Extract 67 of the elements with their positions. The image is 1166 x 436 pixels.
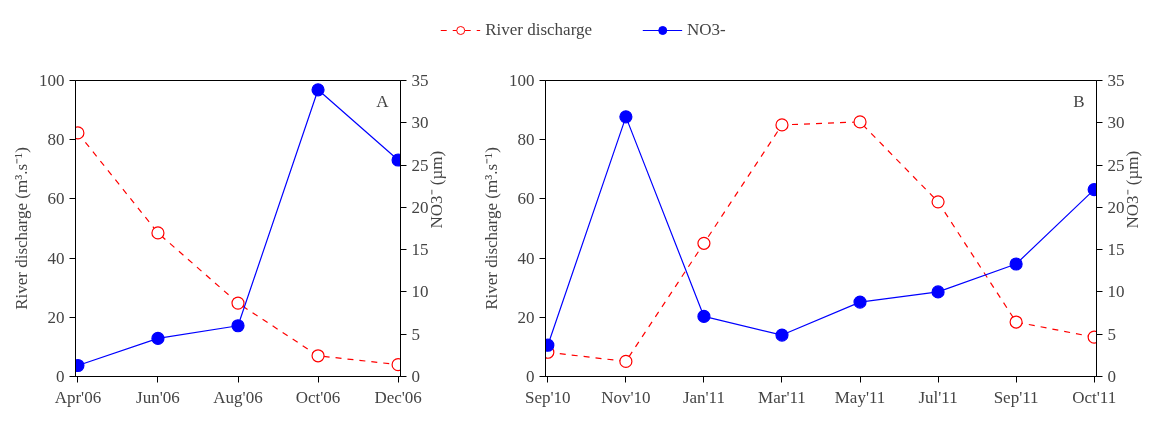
legend-label: NO3- [687, 20, 726, 40]
y2-tick-label: 30 [411, 113, 429, 133]
x-tick-label: Mar'11 [758, 387, 806, 407]
point [231, 296, 245, 310]
point [931, 195, 945, 209]
y-tick-label: 60 [47, 189, 65, 209]
y-tick-label: 40 [517, 248, 535, 268]
x-tick-label: Jun'06 [136, 387, 180, 407]
y-tick-label: 40 [47, 248, 65, 268]
x-tick-label: Aug'06 [213, 387, 263, 407]
y2-tick-label: 5 [411, 324, 420, 344]
point [1009, 315, 1023, 329]
x-tick-label: Dec'06 [374, 387, 422, 407]
y2-tick-label: 25 [411, 155, 429, 175]
y2-tick-label: 10 [411, 282, 429, 302]
point [231, 319, 245, 333]
y-tick-label: 20 [47, 307, 65, 327]
y-tick-label: 80 [47, 130, 65, 150]
x-tick-label: May'11 [834, 387, 886, 407]
x-tick-label: Nov'10 [601, 387, 651, 407]
y2-tick-label: 15 [411, 240, 429, 260]
y2-tick-label: 35 [1107, 71, 1125, 90]
point [853, 115, 867, 129]
legend-label: River discharge [485, 20, 593, 40]
point [151, 226, 165, 240]
y-tick-label: 100 [509, 71, 535, 90]
y-axis-title: River discharge (m³.s⁻¹) [482, 147, 501, 310]
point [1009, 257, 1023, 271]
point [931, 285, 945, 299]
point [151, 331, 165, 346]
point [697, 309, 711, 324]
annotation: B [1073, 91, 1085, 111]
y2-tick-label: 0 [411, 367, 420, 386]
y2-tick-label: 10 [1107, 282, 1125, 302]
y2-tick-label: 0 [1107, 367, 1116, 386]
annotation: A [376, 91, 390, 111]
y2-tick-label: 20 [411, 197, 429, 217]
x-tick-label: Oct'11 [1072, 387, 1117, 407]
y-tick-label: 20 [517, 307, 535, 327]
y-tick-label: 0 [56, 367, 65, 386]
y-tick-label: 60 [517, 189, 535, 209]
y-axis-title: River discharge (m³.s⁻¹) [12, 147, 31, 310]
x-tick-label: Apr'06 [54, 387, 102, 407]
point [619, 110, 633, 124]
y2-tick-label: 5 [1107, 324, 1116, 344]
y-tick-label: 0 [526, 367, 535, 386]
y2-tick-label: 15 [1107, 240, 1125, 260]
point [853, 295, 867, 309]
y2-tick-label: 20 [1107, 197, 1125, 217]
y2-axis-title: NO3⁻ (µm) [427, 150, 446, 229]
y2-tick-label: 25 [1107, 155, 1125, 175]
y2-tick-label: 35 [411, 71, 429, 90]
x-tick-label: Sep'10 [525, 387, 571, 407]
x-tick-label: Sep'11 [993, 387, 1039, 407]
point [311, 83, 325, 97]
y-tick-label: 80 [517, 130, 535, 150]
x-tick-label: Oct'06 [295, 387, 341, 407]
y2-axis-title: NO3⁻ (µm) [1123, 150, 1142, 229]
point [697, 236, 711, 250]
point [775, 118, 789, 132]
x-tick-label: Jan'11 [682, 387, 725, 407]
point [619, 354, 633, 368]
y-tick-label: 100 [39, 71, 65, 90]
x-tick-label: Jul'11 [918, 387, 958, 407]
y2-tick-label: 30 [1107, 113, 1125, 133]
point [311, 349, 325, 363]
point [775, 328, 789, 342]
